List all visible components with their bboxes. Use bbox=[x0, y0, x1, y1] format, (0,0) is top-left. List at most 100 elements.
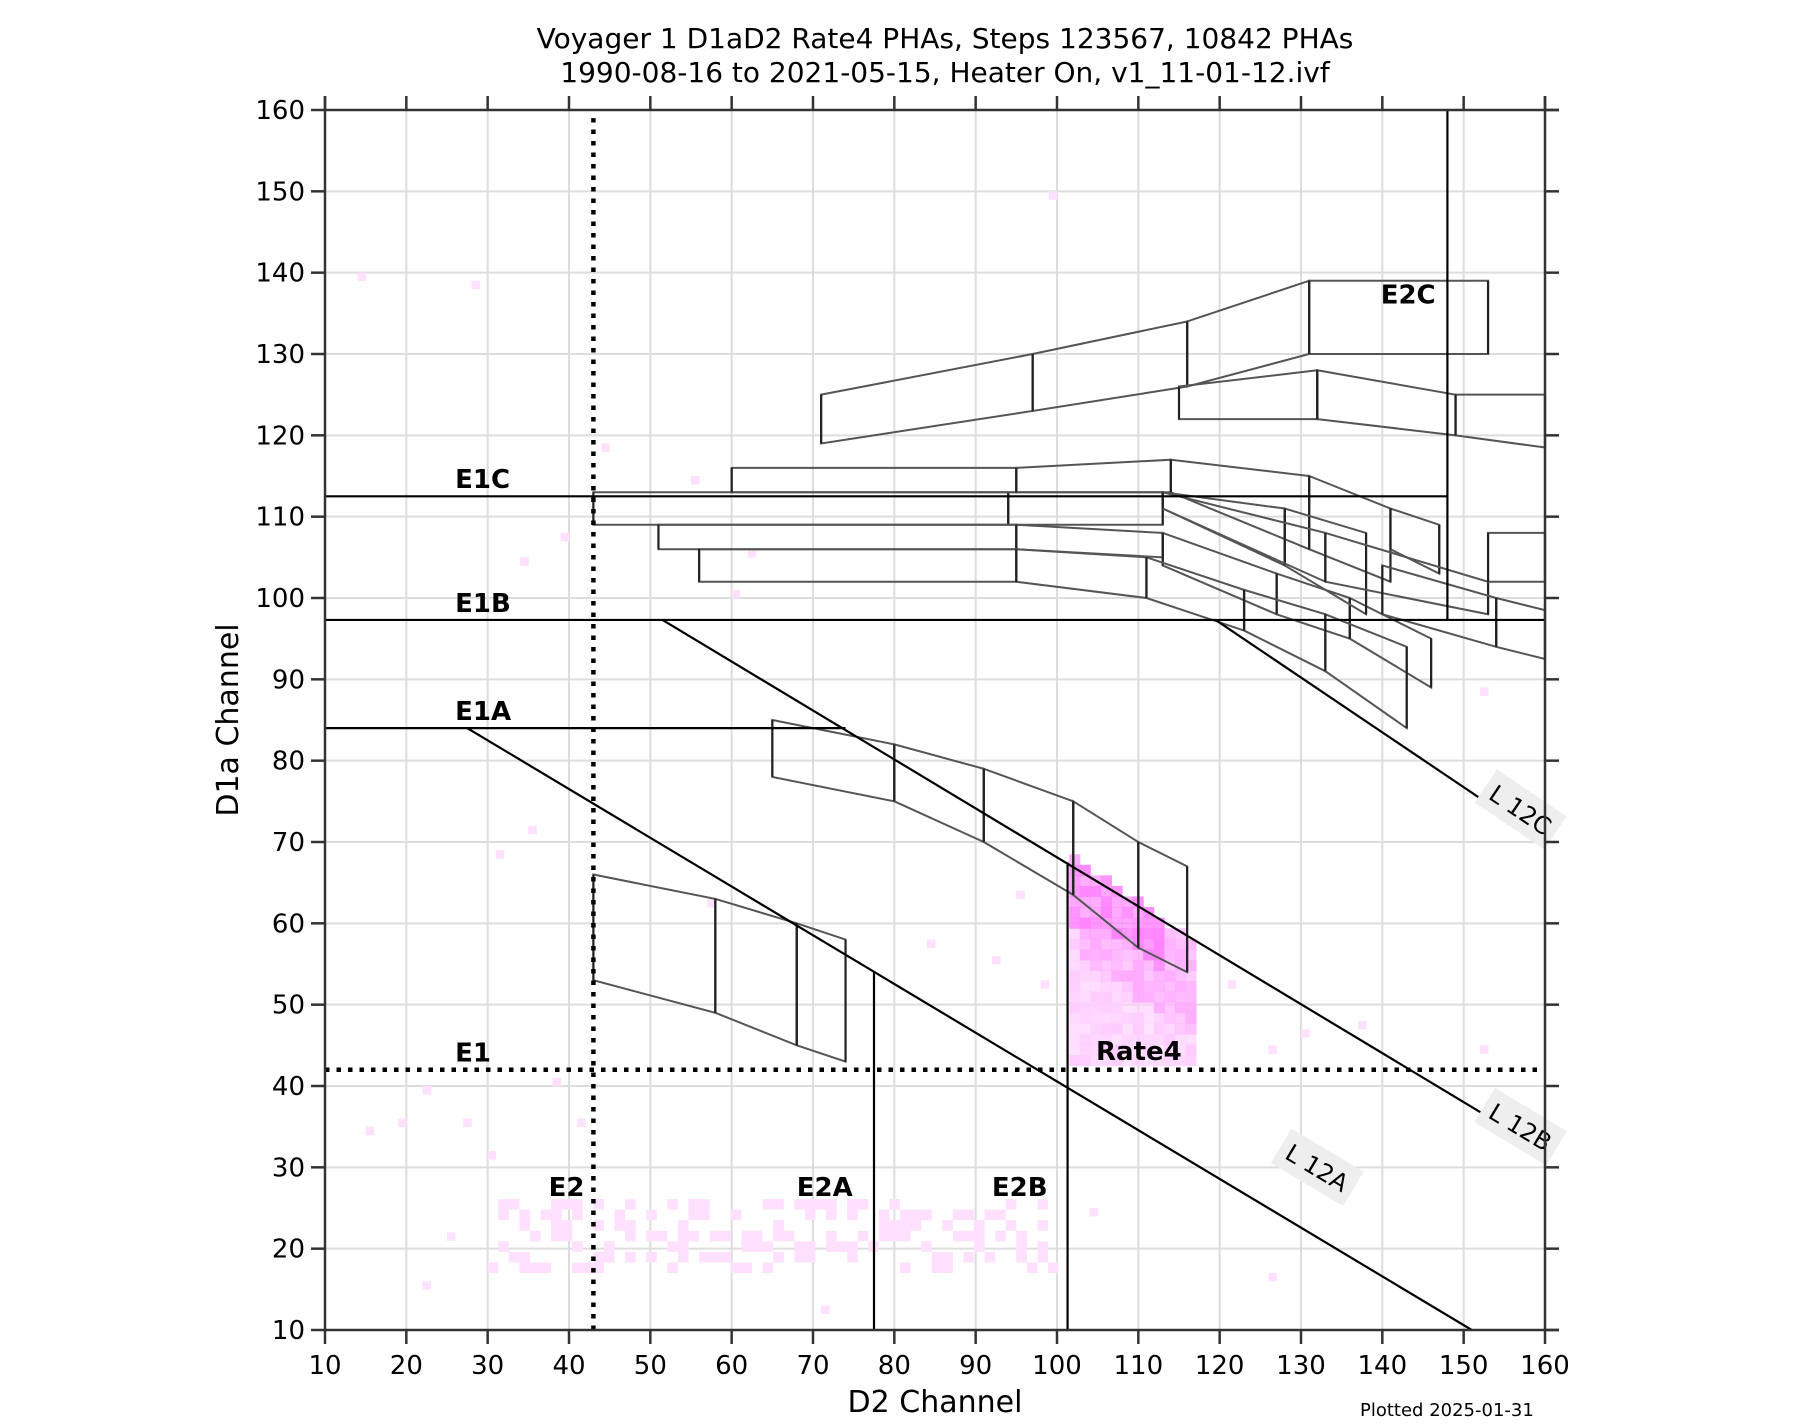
density-cell bbox=[1122, 981, 1134, 993]
density-cell bbox=[889, 1220, 901, 1231]
density-cell bbox=[741, 1262, 752, 1274]
density-cell bbox=[699, 1251, 710, 1263]
y-tick-label: 100 bbox=[255, 584, 305, 614]
density-cell bbox=[1079, 959, 1091, 972]
density-cell bbox=[1079, 1044, 1091, 1056]
density-cell bbox=[1005, 1220, 1017, 1231]
density-cell bbox=[699, 1199, 710, 1210]
density-cell bbox=[593, 1220, 604, 1231]
density-cell bbox=[889, 1199, 901, 1210]
density-cell bbox=[889, 1230, 901, 1242]
threshold-line-l12a bbox=[466, 727, 1473, 1331]
density-cell bbox=[1111, 1055, 1123, 1067]
density-cell bbox=[688, 1199, 700, 1210]
density-cell bbox=[709, 1251, 721, 1263]
density-cell bbox=[1069, 928, 1081, 940]
channel-box bbox=[1487, 531, 1546, 583]
density-cell bbox=[963, 1251, 975, 1263]
density-cell bbox=[1164, 1033, 1176, 1046]
scatter-point bbox=[552, 1077, 562, 1087]
density-cell bbox=[910, 1209, 922, 1221]
density-cell bbox=[1037, 1220, 1049, 1231]
density-cell bbox=[942, 1262, 953, 1274]
scatter-point bbox=[1040, 980, 1050, 989]
density-cell bbox=[677, 1251, 689, 1263]
density-cell bbox=[1153, 981, 1165, 993]
channel-box bbox=[1031, 320, 1189, 413]
density-cell bbox=[1069, 1044, 1081, 1056]
x-tick-label: 20 bbox=[390, 1351, 423, 1381]
density-cell bbox=[1164, 949, 1176, 961]
density-cell bbox=[1100, 907, 1112, 919]
scatter-point bbox=[1479, 1045, 1489, 1054]
channel-box bbox=[1015, 523, 1164, 559]
density-cell bbox=[1132, 991, 1144, 1003]
density-cell bbox=[921, 1209, 932, 1221]
density-cell bbox=[508, 1199, 520, 1210]
density-cell bbox=[752, 1241, 763, 1252]
density-cell bbox=[1111, 959, 1123, 972]
density-cell bbox=[1111, 981, 1123, 993]
x-tick-label: 100 bbox=[1032, 1351, 1082, 1381]
density-cell bbox=[1111, 907, 1123, 919]
density-cell bbox=[952, 1209, 964, 1221]
density-cell bbox=[1079, 885, 1091, 897]
density-cell bbox=[677, 1241, 689, 1252]
density-cell bbox=[1111, 1044, 1123, 1056]
density-cell bbox=[1079, 1055, 1091, 1067]
scatter-point bbox=[495, 850, 505, 859]
scatter-point bbox=[1301, 1029, 1310, 1038]
density-cell bbox=[974, 1220, 985, 1231]
line-label-l12c: L 12C bbox=[1474, 769, 1567, 850]
threshold-label-e2a: E2A bbox=[797, 1173, 853, 1203]
x-tick-label: 120 bbox=[1195, 1351, 1245, 1381]
density-cell bbox=[773, 1251, 784, 1263]
density-cell bbox=[1143, 970, 1155, 982]
density-cell bbox=[1185, 1055, 1197, 1067]
density-cell bbox=[1090, 1044, 1102, 1056]
density-cell bbox=[1100, 928, 1112, 940]
channel-box bbox=[893, 743, 985, 844]
density-cell bbox=[1143, 949, 1155, 961]
density-cell bbox=[1100, 1044, 1112, 1056]
density-cell bbox=[1164, 970, 1176, 982]
density-cell bbox=[667, 1262, 678, 1274]
density-cell bbox=[878, 1209, 890, 1221]
density-cell bbox=[677, 1220, 689, 1231]
density-cell bbox=[646, 1209, 657, 1221]
density-cell bbox=[878, 1220, 890, 1231]
density-cell bbox=[974, 1241, 985, 1252]
density-cell bbox=[593, 1262, 604, 1274]
density-cell bbox=[561, 1220, 573, 1231]
scatter-point bbox=[357, 272, 366, 282]
channel-box bbox=[1015, 548, 1148, 600]
density-cell bbox=[1069, 1033, 1081, 1046]
density-cell bbox=[836, 1241, 848, 1252]
density-cell bbox=[1185, 938, 1197, 950]
density-cell bbox=[498, 1199, 509, 1210]
y-tick-label: 60 bbox=[272, 909, 305, 939]
density-cell bbox=[1090, 896, 1102, 908]
density-cell bbox=[1185, 1033, 1197, 1046]
density-cell bbox=[540, 1209, 552, 1221]
scatter-point bbox=[747, 549, 757, 558]
density-cell bbox=[847, 1251, 858, 1263]
density-cell bbox=[1069, 896, 1081, 908]
density-cell bbox=[561, 1199, 573, 1210]
scatter-point bbox=[560, 532, 570, 542]
density-cell bbox=[1100, 991, 1112, 1003]
density-cell bbox=[519, 1262, 530, 1274]
density-cell bbox=[730, 1209, 742, 1221]
x-tick-label: 80 bbox=[878, 1351, 911, 1381]
density-cell bbox=[593, 1199, 604, 1210]
channel-box bbox=[1316, 369, 1457, 437]
threshold-label-e2b: E2B bbox=[992, 1173, 1048, 1203]
density-cell bbox=[1174, 949, 1187, 961]
density-cell bbox=[1090, 1023, 1102, 1035]
density-cell bbox=[1132, 1033, 1144, 1046]
y-tick-label: 40 bbox=[272, 1072, 305, 1102]
y-tick-label: 90 bbox=[272, 665, 305, 695]
density-cell bbox=[551, 1230, 562, 1242]
density-cell bbox=[614, 1220, 626, 1231]
density-cell bbox=[794, 1251, 805, 1263]
